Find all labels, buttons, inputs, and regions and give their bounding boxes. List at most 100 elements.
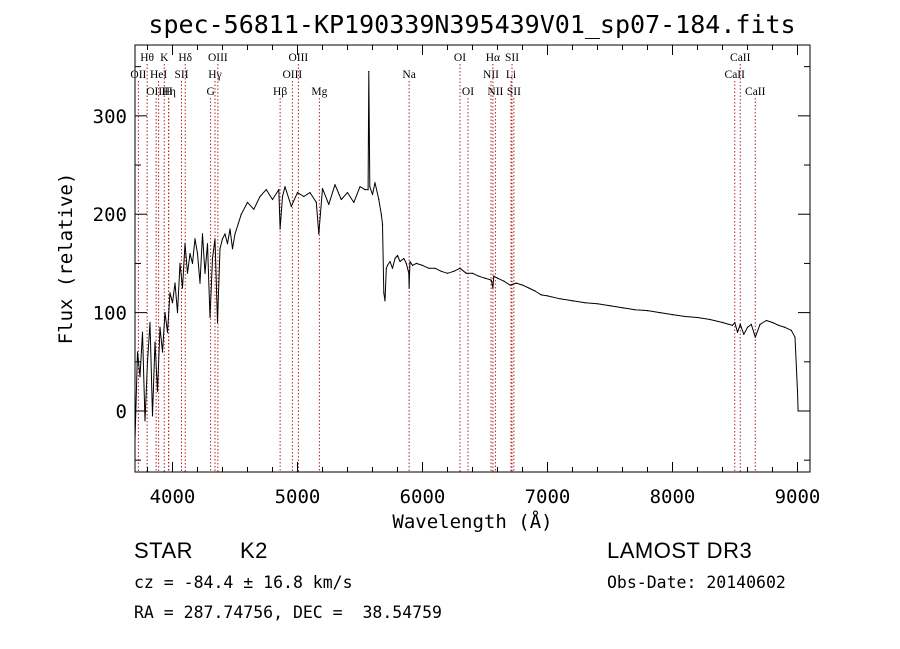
spectrum-point [684, 315, 686, 318]
spectrum-point [346, 192, 349, 194]
spectrum-point [596, 303, 599, 305]
spectrum-point [139, 376, 141, 378]
spectrum-point [340, 198, 342, 201]
spectrum-point [381, 223, 384, 225]
spectrum-point [528, 287, 530, 289]
y-tick-label: 200 [93, 204, 127, 226]
spectrum-point [265, 189, 267, 191]
spectrum-point [176, 312, 179, 314]
object-subclass: K2 [240, 538, 268, 563]
spectral-line-label: Hη [162, 86, 176, 98]
spectrum-point [315, 201, 317, 203]
spectrum-point [492, 287, 494, 289]
spectrum-point [571, 300, 574, 302]
spectrum-point [199, 282, 201, 284]
spectral-line-label: OIII [288, 52, 308, 64]
spectrum-point [206, 243, 209, 245]
spectrum-point [259, 195, 261, 198]
x-axis-label: Wavelength (Å) [392, 510, 552, 533]
spectrum-point [696, 316, 699, 319]
spectrum-point [496, 277, 499, 279]
spectrum-point [391, 267, 394, 269]
spectrum-point [739, 323, 741, 325]
spectrum-point [231, 248, 234, 250]
spectral-line-label: CaII [730, 52, 751, 64]
spectrum-point [368, 71, 370, 73]
spectrum-point [389, 260, 391, 263]
spectrum-point [386, 264, 389, 266]
spectrum-point [159, 326, 161, 328]
spectrum-point [186, 272, 189, 274]
spectrum-point [559, 298, 561, 300]
spectrum-point [778, 324, 780, 326]
spectrum-point [246, 201, 249, 203]
spectral-line-label: Na [402, 69, 415, 81]
spectral-line-label: CaII [725, 69, 746, 81]
spectrum-point [318, 233, 320, 235]
y-tick-label: 300 [93, 106, 127, 128]
spectral-line-label: Hα [486, 52, 500, 64]
spectral-line-label: SII [174, 69, 188, 81]
spectrum-point [421, 264, 424, 266]
spectrum-point [384, 300, 386, 302]
spectrum-point [621, 307, 624, 309]
spectrum-point [399, 260, 401, 263]
spectral-line-label: OI [462, 86, 474, 98]
spectral-line-label: NII [487, 86, 503, 98]
spectrum-point [164, 312, 166, 314]
survey-name: LAMOST DR3 [607, 538, 753, 563]
spectrum-point [515, 282, 517, 284]
spectrum-point [428, 267, 430, 269]
spectrum-point [374, 182, 376, 184]
spectrum-point [415, 262, 417, 264]
y-axis-label: Flux (relative) [55, 173, 77, 345]
spectrum-point [371, 193, 374, 196]
axis-ticks [135, 45, 810, 472]
spectrum-point [484, 277, 486, 279]
spectrum-point [309, 192, 311, 194]
spectrum-point [321, 188, 324, 190]
spectral-line-label: OIII [208, 52, 228, 64]
spectrum-series [134, 71, 799, 442]
x-tick-label: 4000 [150, 486, 196, 508]
spectrum-point [226, 243, 229, 245]
observation-date: Obs-Date: 20140602 [607, 573, 786, 592]
spectrum-point [278, 189, 280, 191]
spectral-line-label: OIII [146, 86, 166, 98]
spectrum-point [196, 253, 199, 255]
y-tick-label: 100 [93, 303, 127, 325]
spectrum-point [181, 287, 184, 289]
spectrum-point [383, 292, 385, 294]
spectral-line-markers: OIIHθOIIIHeIKHηHSIIHδGHγOIIIHβOIIIOIIIMg… [130, 52, 766, 472]
spectrum-point [759, 323, 761, 325]
spectrum-point [721, 321, 724, 324]
spectrum-point [146, 361, 149, 363]
spectrum-point [151, 415, 154, 417]
spectrum-point [303, 195, 305, 198]
spectrum-point [408, 272, 410, 274]
spectrum-point [471, 272, 474, 274]
spectrum-point [378, 198, 380, 201]
spectrum-point [144, 420, 146, 422]
x-tick-label: 6000 [400, 486, 446, 508]
spectrum-point [521, 284, 524, 286]
coordinates-readout: RA = 287.74756, DEC = 38.54759 [134, 603, 442, 622]
spectrum-point [790, 329, 792, 331]
spectrum-point [166, 331, 169, 333]
spectrum-point [174, 282, 176, 284]
spectrum-point [189, 253, 191, 255]
spectral-line-label: K [160, 52, 169, 64]
spectrum-point [405, 262, 407, 264]
spectral-line-label: Li [506, 69, 516, 81]
spectrum-point [184, 243, 186, 245]
spectrum-point [219, 248, 221, 250]
spectrum-point [201, 233, 204, 235]
spectral-line-label: Hδ [178, 52, 192, 64]
tick-labels: 4000 5000 6000 7000 8000 9000 0 100 200 300 [93, 106, 821, 508]
spectral-line-label: OI [454, 52, 466, 64]
spectrum-point [221, 238, 224, 240]
spectrum-point [646, 310, 649, 312]
spectral-line-label: OIII [282, 69, 302, 81]
spectrum-point [784, 326, 786, 328]
spectrum-point [746, 326, 749, 328]
